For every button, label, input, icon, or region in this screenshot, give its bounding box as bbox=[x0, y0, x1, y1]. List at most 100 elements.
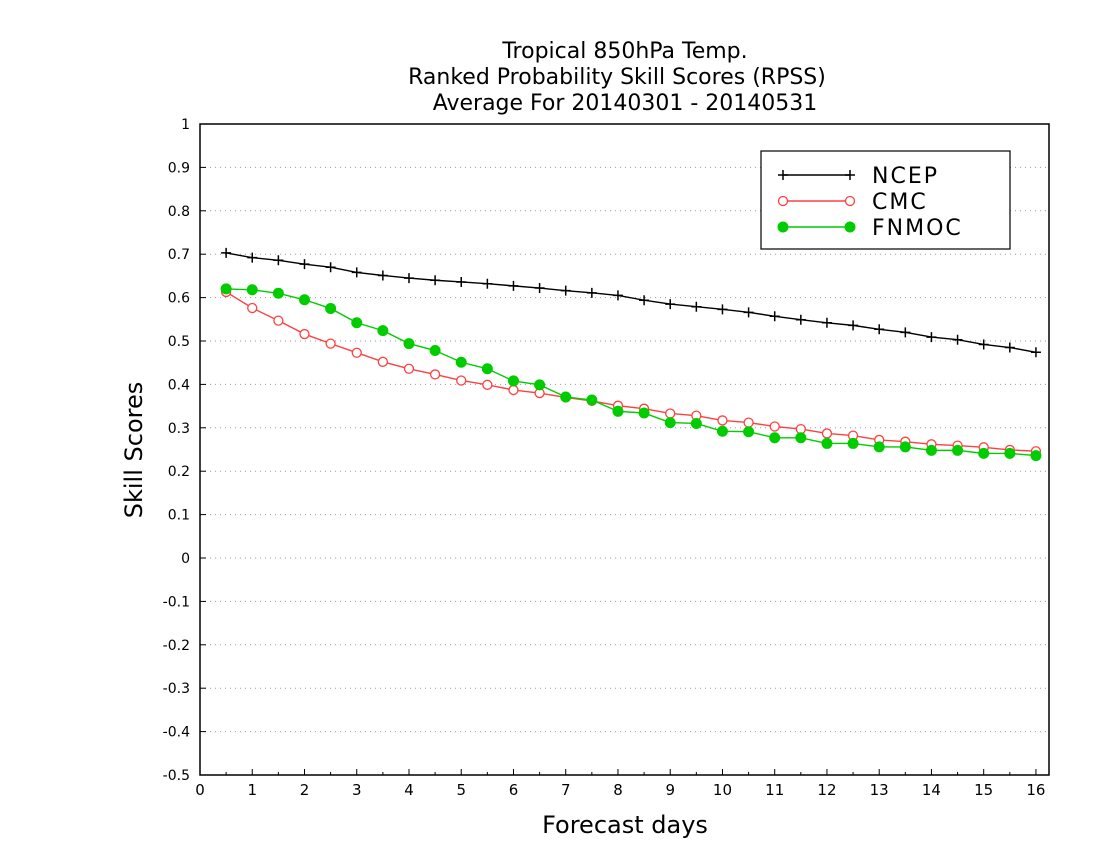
data-point bbox=[377, 270, 388, 281]
data-point bbox=[795, 423, 806, 435]
series-ncep bbox=[221, 247, 1041, 358]
data-point bbox=[926, 332, 937, 343]
data-point bbox=[664, 417, 676, 429]
title-line-3: Average For 20140301 - 20140531 bbox=[433, 91, 818, 116]
data-point bbox=[481, 363, 493, 375]
data-point bbox=[351, 347, 362, 358]
data-point bbox=[403, 273, 414, 284]
data-point bbox=[220, 283, 232, 295]
data-point bbox=[247, 252, 258, 263]
data-point bbox=[795, 314, 806, 325]
series-line bbox=[225, 252, 1037, 353]
data-point bbox=[351, 317, 363, 329]
plot-frame bbox=[199, 123, 1050, 776]
x-tick-label: 9 bbox=[665, 781, 675, 799]
data-point bbox=[717, 415, 728, 426]
plot-border bbox=[199, 123, 1050, 776]
data-point bbox=[847, 437, 859, 449]
legend-box bbox=[760, 150, 1011, 250]
data-point bbox=[874, 324, 885, 335]
x-tick-label: 4 bbox=[404, 781, 414, 799]
x-tick-label: 2 bbox=[300, 781, 310, 799]
x-tick-label: 3 bbox=[352, 781, 362, 799]
x-tick-label: 13 bbox=[870, 781, 889, 799]
data-point bbox=[690, 417, 702, 429]
data-point bbox=[351, 267, 362, 278]
x-tick-label: 12 bbox=[817, 781, 836, 799]
data-point bbox=[273, 315, 284, 326]
data-point bbox=[717, 304, 728, 315]
y-tick-label: 0.3 bbox=[168, 421, 190, 437]
x-tick-label: 1 bbox=[247, 781, 257, 799]
x-tick-label: 14 bbox=[922, 781, 941, 799]
data-point bbox=[325, 338, 336, 349]
data-point bbox=[429, 369, 441, 380]
title-line-2: Ranked Probability Skill Scores (RPSS) bbox=[408, 65, 826, 90]
legend-label: FNMOC bbox=[872, 216, 963, 241]
x-tick-label: 15 bbox=[974, 781, 993, 799]
data-point bbox=[298, 294, 310, 306]
data-point bbox=[795, 432, 807, 444]
data-point bbox=[769, 311, 780, 322]
data-point bbox=[612, 290, 623, 301]
legend-item-cmc: CMC bbox=[777, 190, 928, 215]
series-layer bbox=[220, 247, 1042, 462]
x-axis-label: Forecast days bbox=[542, 811, 708, 839]
data-point bbox=[299, 328, 310, 340]
y-tick-label: -0.1 bbox=[163, 594, 190, 610]
data-point bbox=[716, 425, 728, 437]
data-point bbox=[403, 338, 415, 350]
y-tick-label: -0.5 bbox=[163, 768, 190, 784]
series-fnmoc bbox=[220, 283, 1042, 462]
data-point bbox=[377, 325, 389, 337]
data-point bbox=[743, 417, 754, 428]
data-point bbox=[560, 391, 572, 403]
y-tick-label: 0 bbox=[181, 551, 190, 567]
data-point bbox=[978, 339, 989, 350]
data-point bbox=[507, 375, 519, 387]
data-point bbox=[612, 405, 624, 417]
y-tick-label: 0.4 bbox=[168, 377, 190, 393]
data-point bbox=[845, 170, 855, 180]
data-point bbox=[325, 302, 337, 314]
x-tick-label: 7 bbox=[561, 781, 571, 799]
y-tick-label: 0.7 bbox=[168, 247, 190, 263]
data-point bbox=[821, 317, 832, 328]
y-tick-label: 0.9 bbox=[168, 160, 190, 176]
series-line bbox=[226, 288, 1036, 457]
data-point bbox=[560, 285, 571, 296]
data-point bbox=[586, 287, 597, 298]
legend-item-ncep: NCEP bbox=[778, 164, 939, 189]
data-point bbox=[821, 428, 833, 439]
data-point bbox=[299, 259, 310, 270]
data-point bbox=[777, 221, 789, 233]
data-point bbox=[272, 287, 284, 299]
data-point bbox=[899, 441, 911, 453]
y-tick-label: 0.8 bbox=[168, 204, 190, 220]
data-point bbox=[638, 407, 650, 419]
y-tick-label: -0.2 bbox=[163, 638, 190, 654]
data-point bbox=[508, 280, 519, 291]
data-point bbox=[777, 195, 789, 207]
data-point bbox=[455, 356, 467, 368]
data-point bbox=[1004, 342, 1015, 353]
chart-title: Tropical 850hPa Temp. Ranked Probability… bbox=[408, 39, 826, 116]
data-point bbox=[246, 284, 258, 296]
data-point bbox=[221, 247, 232, 258]
data-point bbox=[900, 327, 911, 338]
y-axis-label: Skill Scores bbox=[120, 382, 148, 519]
data-point bbox=[769, 421, 780, 432]
x-tick-label: 11 bbox=[765, 781, 784, 799]
y-tick-label: -0.4 bbox=[163, 725, 190, 741]
data-point bbox=[403, 363, 415, 374]
y-tick-label: 0.2 bbox=[168, 464, 190, 480]
data-point bbox=[508, 384, 519, 396]
x-tick-label: 5 bbox=[456, 781, 466, 799]
series-line bbox=[225, 291, 1036, 452]
legend-label: CMC bbox=[872, 190, 928, 215]
data-point bbox=[429, 345, 441, 357]
data-point bbox=[1030, 450, 1042, 462]
legend-label: NCEP bbox=[872, 164, 939, 189]
data-point bbox=[586, 394, 598, 406]
